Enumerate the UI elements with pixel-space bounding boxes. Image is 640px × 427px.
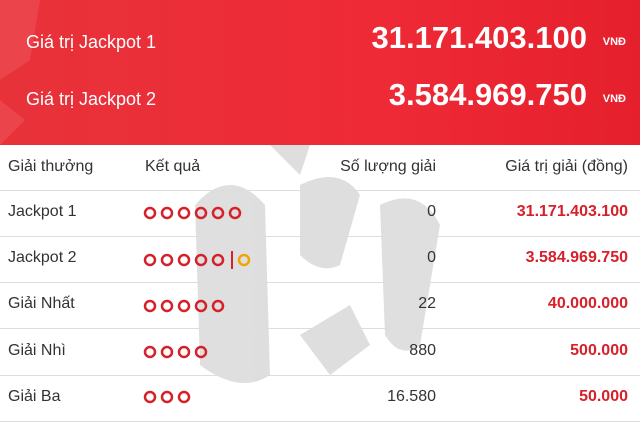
- separator: [0, 190, 640, 191]
- jackpot-value: 3.584.969.750: [388, 77, 587, 112]
- jackpot-unit: VNĐ: [602, 93, 626, 105]
- jackpot-header: Giá trị Jackpot 1 31.171.403.100 VNĐ Giá…: [0, 0, 640, 145]
- separator: [0, 282, 640, 284]
- column-header: Số lượng giải: [340, 158, 436, 175]
- jackpot-label: Giá trị Jackpot 2: [26, 89, 157, 109]
- separator: [0, 374, 640, 376]
- prize-value: 50.000: [579, 387, 628, 405]
- prize-count: 0: [427, 203, 436, 220]
- header-decoration: [0, 0, 40, 145]
- jackpot-label: Giá trị Jackpot 1: [26, 32, 157, 52]
- prize-count: 16.580: [387, 387, 436, 405]
- prize-value: 500.000: [570, 341, 628, 359]
- result-icons: [143, 206, 251, 404]
- prize-name: Giải Ba: [8, 387, 61, 405]
- prize-value: 3.584.969.750: [525, 249, 628, 267]
- watermark: [195, 145, 440, 383]
- prize-name: Giải Nhất: [8, 295, 75, 313]
- jackpot-unit: VNĐ: [602, 36, 626, 48]
- prize-name: Jackpot 2: [8, 249, 77, 267]
- jackpot-value: 31.171.403.100: [371, 20, 588, 55]
- column-header: Giải thưởng: [8, 158, 94, 175]
- prize-name: Jackpot 1: [8, 203, 77, 220]
- prize-name: Giải Nhì: [8, 341, 66, 359]
- prize-count: 22: [418, 295, 436, 313]
- prize-count: 0: [427, 249, 436, 267]
- column-header: Giá trị giải (đồng): [505, 158, 628, 175]
- separator: [0, 328, 640, 330]
- prize-value: 40.000.000: [547, 295, 628, 313]
- separator: [0, 420, 640, 422]
- prize-count: 880: [409, 341, 436, 359]
- column-header: Kết quả: [145, 158, 201, 175]
- prize-value: 31.171.403.100: [516, 203, 628, 220]
- separator: [0, 236, 640, 237]
